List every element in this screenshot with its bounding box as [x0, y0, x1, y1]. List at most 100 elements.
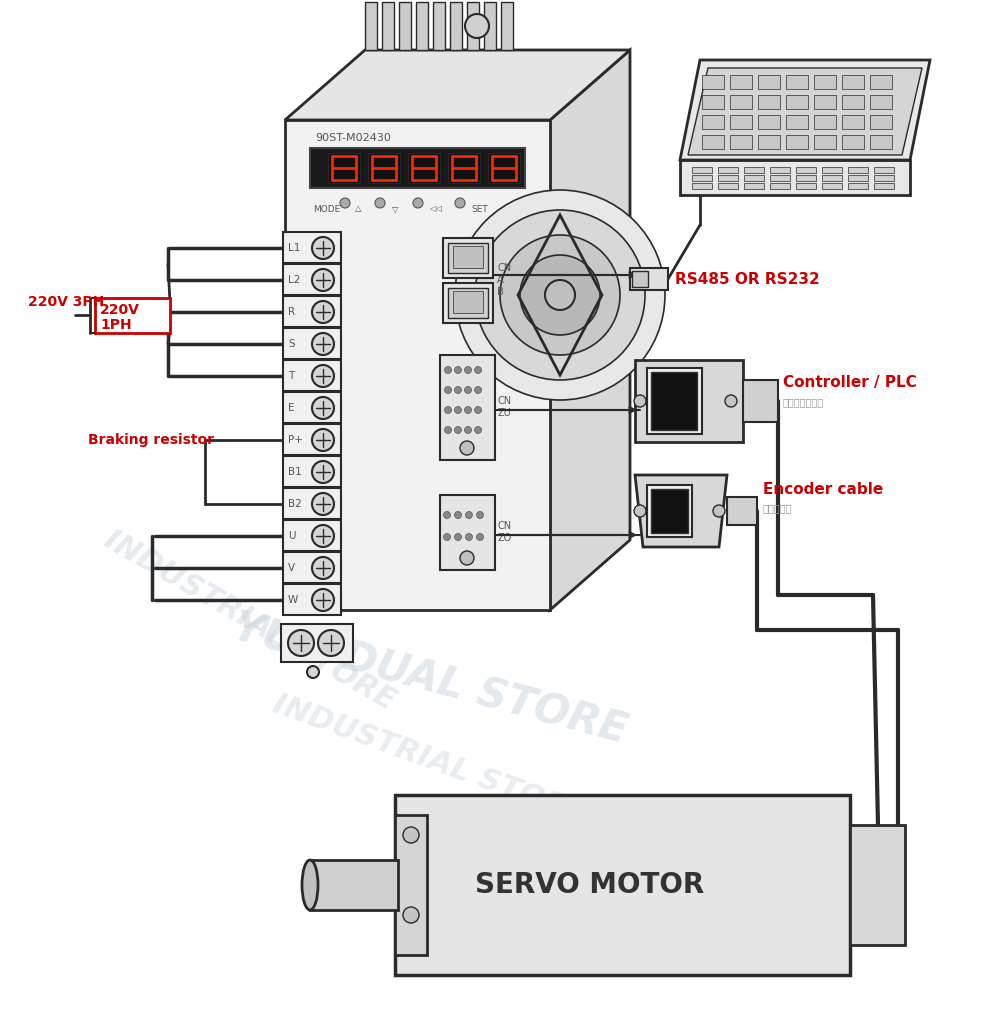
Polygon shape [842, 95, 864, 109]
Bar [651, 489, 688, 533]
Bar [281, 624, 353, 662]
Bar [283, 392, 341, 423]
Polygon shape [702, 115, 724, 129]
Circle shape [312, 525, 334, 547]
Bar [647, 368, 702, 434]
Bar [850, 825, 905, 945]
Polygon shape [786, 75, 808, 89]
Polygon shape [870, 75, 892, 89]
Polygon shape [702, 75, 724, 89]
Polygon shape [786, 115, 808, 129]
Text: L1: L1 [288, 243, 300, 253]
Circle shape [312, 365, 334, 387]
Bar [718, 168, 738, 173]
Text: L2: L2 [288, 275, 300, 285]
Bar [440, 355, 495, 460]
Circle shape [403, 907, 419, 923]
Circle shape [454, 387, 462, 394]
Text: Encoder cable: Encoder cable [763, 483, 883, 497]
Circle shape [454, 426, 462, 433]
Polygon shape [870, 115, 892, 129]
Bar [796, 168, 816, 173]
Circle shape [312, 397, 334, 419]
Circle shape [454, 512, 462, 518]
Polygon shape [786, 95, 808, 109]
Bar [727, 497, 757, 525]
Polygon shape [382, 2, 394, 50]
Text: Controller / PLC: Controller / PLC [783, 374, 917, 390]
Circle shape [460, 440, 474, 455]
Bar [395, 795, 850, 975]
Text: INDUSTRIAL STORE: INDUSTRIAL STORE [269, 690, 591, 830]
Text: B2: B2 [288, 499, 302, 509]
Circle shape [288, 630, 314, 656]
Bar [328, 153, 360, 183]
Bar [283, 584, 341, 615]
Bar [848, 168, 868, 173]
Circle shape [475, 406, 482, 414]
Ellipse shape [302, 860, 318, 910]
Bar [95, 298, 170, 333]
Circle shape [464, 366, 472, 373]
Bar [448, 153, 480, 183]
Bar [848, 175, 868, 181]
Bar [368, 153, 400, 183]
Polygon shape [842, 135, 864, 149]
Circle shape [312, 589, 334, 611]
Polygon shape [680, 60, 930, 160]
Circle shape [444, 387, 452, 394]
Bar [770, 168, 790, 173]
Text: W: W [288, 595, 298, 605]
Bar [874, 183, 894, 189]
Bar [796, 183, 816, 189]
Circle shape [312, 493, 334, 515]
Circle shape [464, 426, 472, 433]
Polygon shape [758, 135, 780, 149]
Bar [443, 283, 493, 323]
Text: YUN DUAL STORE: YUN DUAL STORE [228, 607, 632, 753]
Bar [770, 183, 790, 189]
Polygon shape [484, 2, 496, 50]
Bar [310, 148, 525, 188]
Circle shape [477, 512, 484, 518]
Circle shape [713, 505, 725, 517]
Bar [283, 488, 341, 519]
Bar [453, 246, 483, 268]
Circle shape [312, 237, 334, 258]
Circle shape [454, 366, 462, 373]
Polygon shape [758, 75, 780, 89]
Circle shape [444, 406, 452, 414]
Bar [744, 168, 764, 173]
Circle shape [413, 197, 423, 208]
Circle shape [466, 512, 473, 518]
Circle shape [460, 551, 474, 565]
Polygon shape [814, 75, 836, 89]
Bar [680, 160, 910, 195]
Polygon shape [433, 2, 445, 50]
Polygon shape [730, 95, 752, 109]
Circle shape [454, 406, 462, 414]
Bar [630, 268, 668, 290]
Bar [283, 264, 341, 295]
Polygon shape [688, 68, 922, 155]
Bar [453, 291, 483, 313]
Circle shape [466, 534, 473, 541]
Text: ▽: ▽ [392, 205, 398, 213]
Circle shape [464, 406, 472, 414]
Circle shape [725, 395, 737, 407]
Text: CN
ZO: CN ZO [498, 521, 512, 543]
Bar [283, 328, 341, 359]
Bar [770, 175, 790, 181]
Circle shape [454, 534, 462, 541]
Text: U: U [288, 531, 296, 541]
Polygon shape [416, 2, 428, 50]
Bar [874, 168, 894, 173]
Bar [395, 815, 427, 955]
Circle shape [465, 14, 489, 38]
Bar [822, 183, 842, 189]
Circle shape [634, 395, 646, 407]
Bar [283, 360, 341, 391]
Polygon shape [450, 2, 462, 50]
Text: 90ST-M02430: 90ST-M02430 [315, 133, 391, 143]
Bar [874, 175, 894, 181]
